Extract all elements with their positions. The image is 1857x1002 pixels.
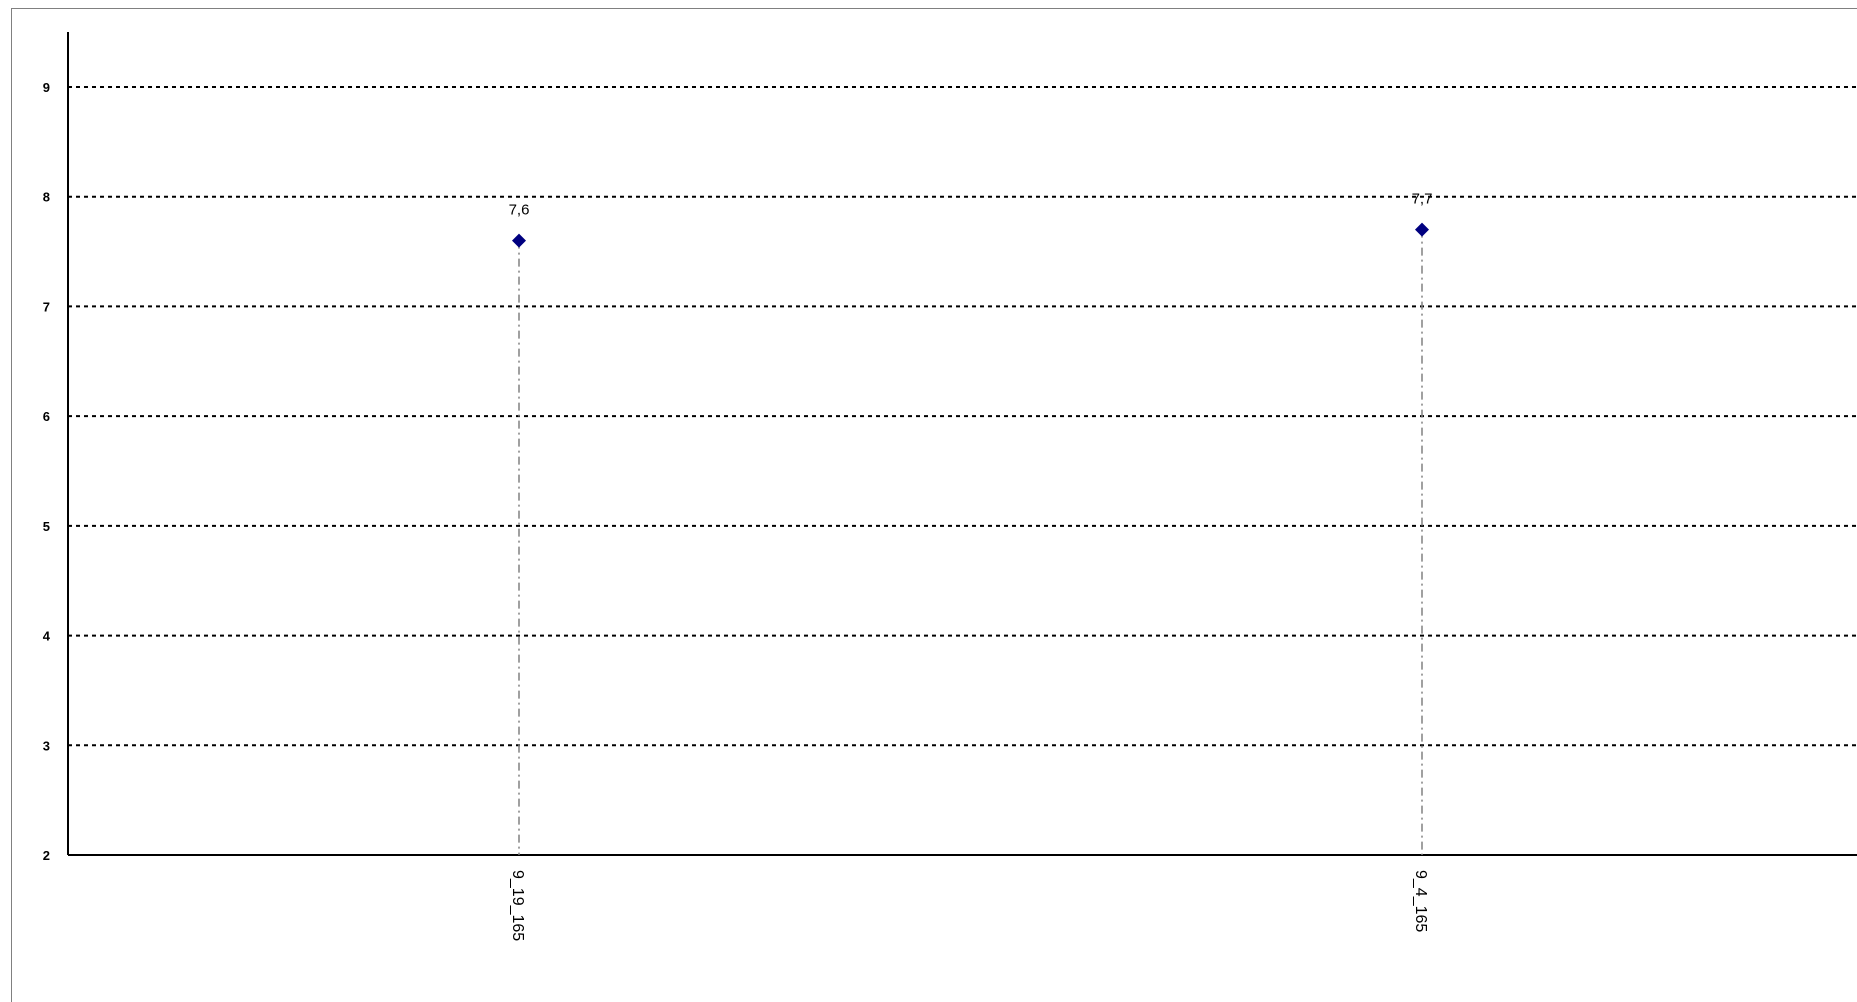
data-point-marker xyxy=(1415,222,1429,237)
x-tick-label: 9_4_165 xyxy=(1412,870,1429,932)
series: 7,6 7,7 xyxy=(509,191,1433,855)
gridlines xyxy=(68,86,1857,747)
y-tick-label: 5 xyxy=(43,519,50,534)
y-tick-label: 8 xyxy=(43,190,50,205)
y-tick-label: 9 xyxy=(43,80,50,95)
x-tick-labels: 9_19_165 9_4_165 xyxy=(509,870,1429,941)
y-tick-label: 7 xyxy=(43,299,50,314)
x-tick-label: 9_19_165 xyxy=(509,870,526,941)
chart-area xyxy=(11,8,1857,1002)
y-tick-label: 2 xyxy=(43,848,50,863)
y-tick-labels: 2 3 4 5 6 7 8 9 xyxy=(43,80,51,863)
data-point-marker xyxy=(512,233,526,248)
data-label: 7,7 xyxy=(1412,191,1433,208)
y-tick-label: 4 xyxy=(43,629,51,644)
y-tick-label: 6 xyxy=(43,409,50,424)
axes xyxy=(67,32,1857,856)
data-label: 7,6 xyxy=(509,202,530,219)
y-tick-label: 3 xyxy=(43,738,50,753)
